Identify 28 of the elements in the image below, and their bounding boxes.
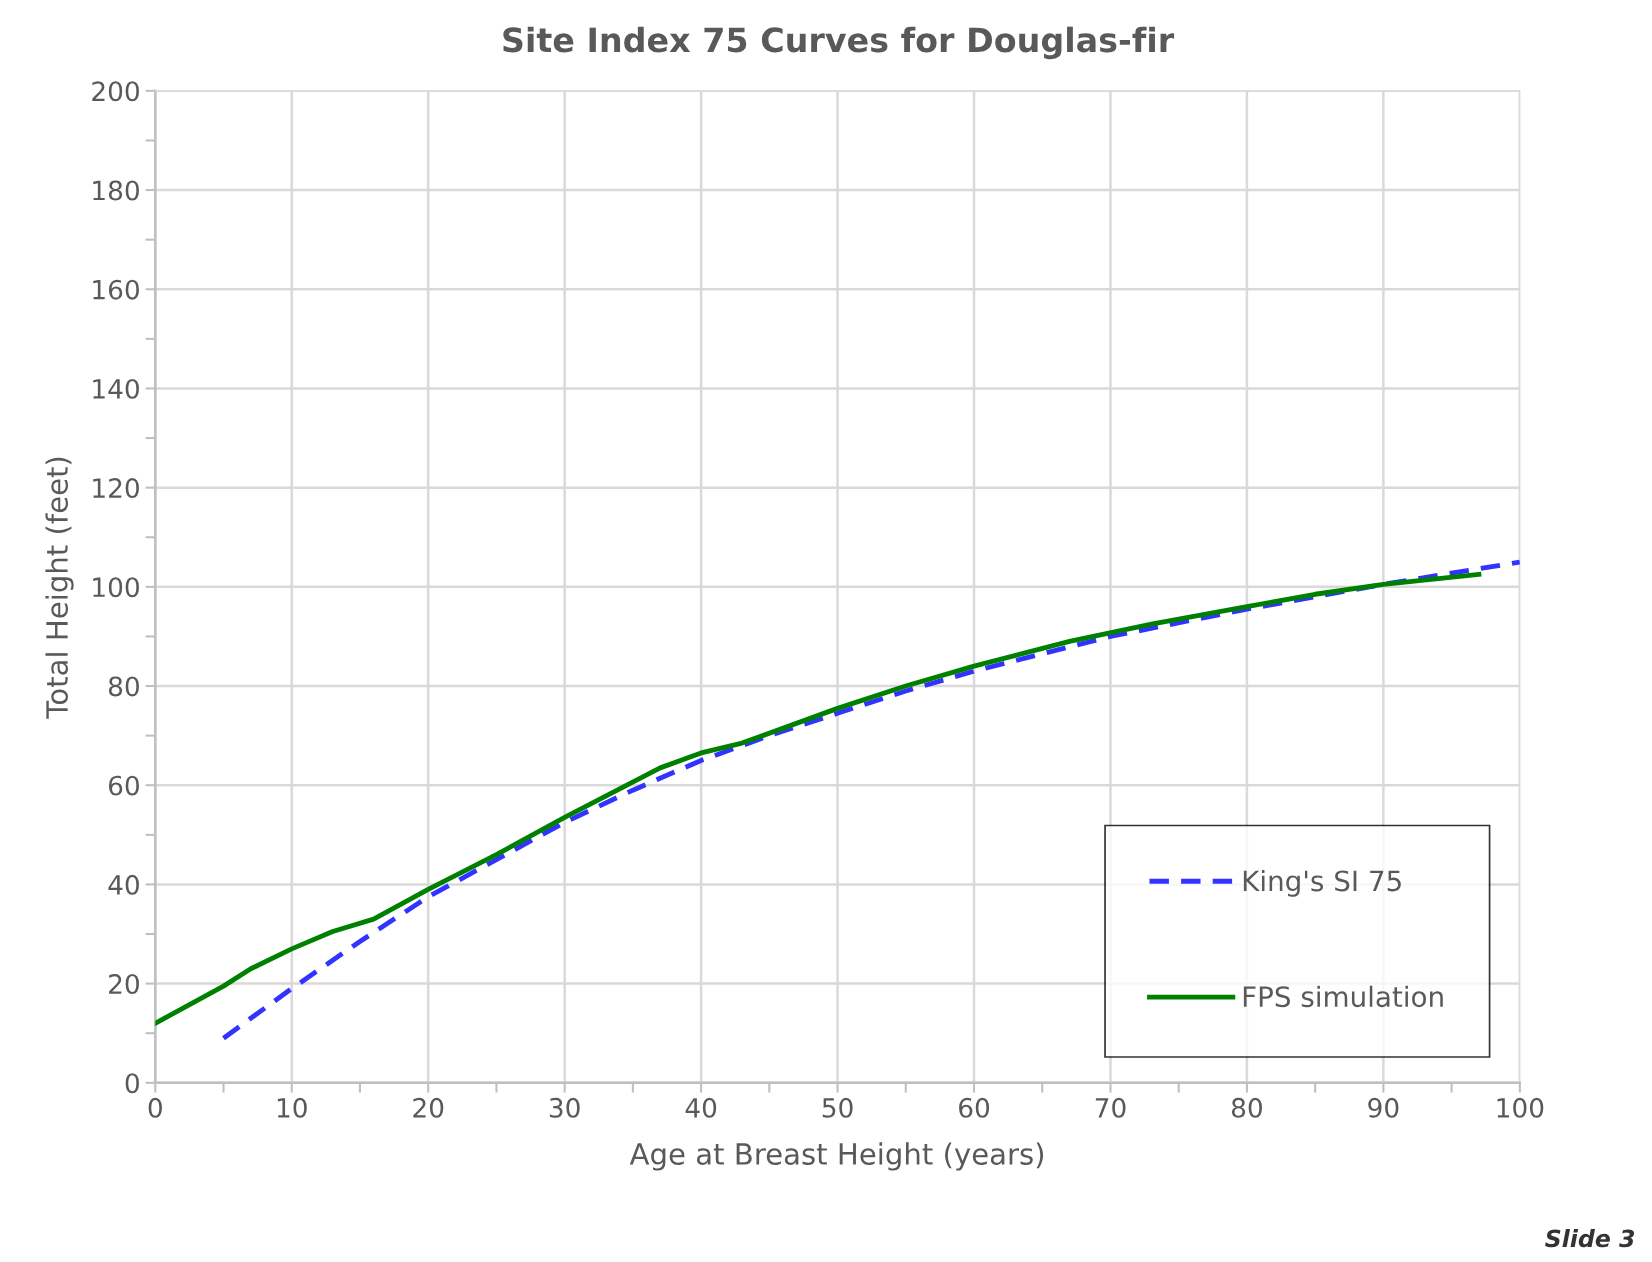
chart-title: Site Index 75 Curves for Douglas-fir: [503, 26, 1175, 60]
x-tick-label: 10: [277, 1097, 307, 1118]
x-tick-label: 0: [148, 1097, 162, 1118]
y-axis-title: Total Height (feet): [45, 457, 74, 719]
x-tick-label: 80: [1231, 1097, 1262, 1118]
x-tick-label: 30: [549, 1097, 580, 1118]
text: Slide 3: [1545, 1229, 1635, 1248]
legend-label: FPS simulation: [1243, 985, 1443, 1008]
x-tick-label: 20: [413, 1097, 444, 1118]
y-tick-label: 0: [125, 1073, 139, 1094]
y-tick-label: 60: [108, 775, 139, 796]
y-tick-label: 80: [108, 676, 139, 697]
y-tick-label: 160: [93, 279, 139, 300]
y-tick-label: 180: [93, 180, 139, 201]
y-tick-label: 200: [92, 81, 139, 102]
y-tick-label: 140: [93, 378, 139, 399]
x-tick-label: 60: [959, 1097, 990, 1118]
y-tick-label: 40: [108, 874, 139, 895]
y-tick-label: 20: [109, 974, 139, 994]
x-tick-label: 100: [1497, 1097, 1544, 1118]
legend-label: King's SI 75: [1243, 869, 1401, 897]
y-tick-label: 100: [93, 577, 139, 598]
x-tick-label: 40: [685, 1097, 717, 1118]
x-tick-label: 90: [1368, 1097, 1399, 1118]
x-tick-label: 70: [1095, 1097, 1126, 1118]
y-tick-label: 120: [93, 478, 139, 499]
x-axis-title: Age at Breast Height (years): [629, 1142, 1044, 1171]
x-tick-label: 50: [822, 1097, 853, 1118]
